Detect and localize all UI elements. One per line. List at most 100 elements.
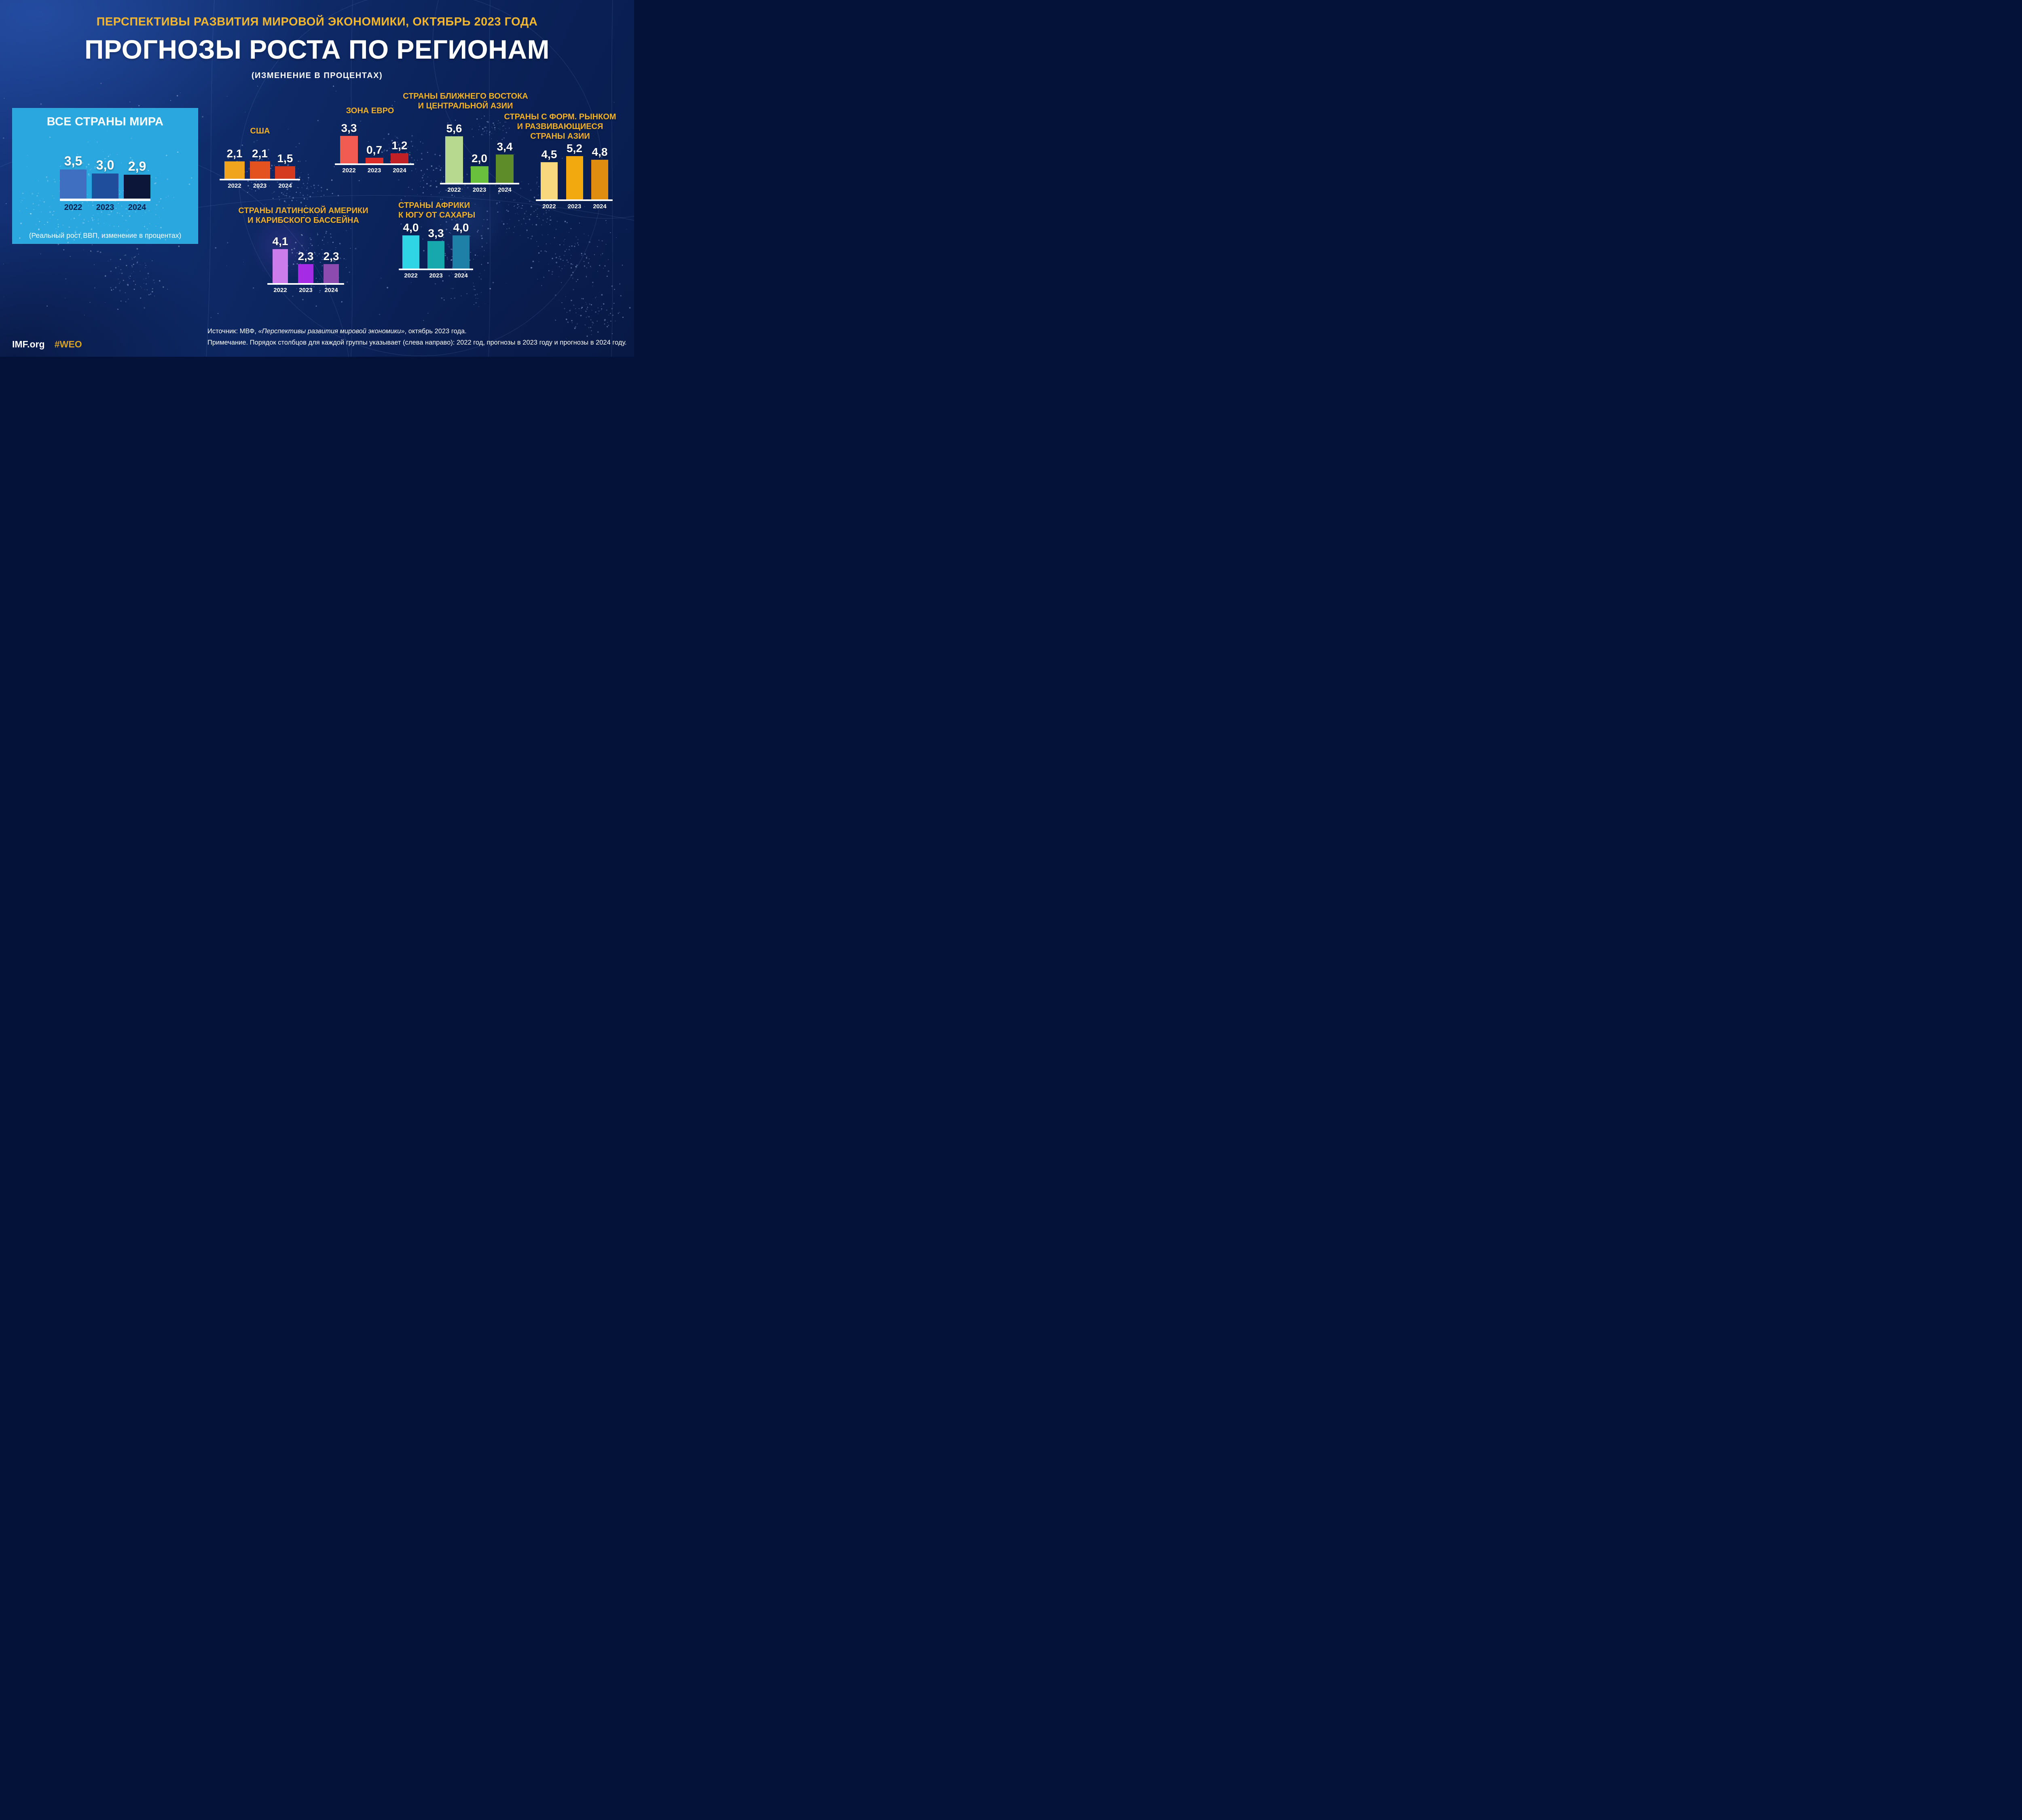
bar-group-2023: 3,3 (427, 222, 444, 269)
page-title: ПРОГНОЗЫ РОСТА ПО РЕГИОНАМ (85, 34, 550, 64)
world-panel: ВСЕ СТРАНЫ МИРА 3,5 3,0 2,9 2022 2023 20… (12, 108, 198, 244)
bar-group-2022: 5,6 (445, 123, 463, 183)
bar-value: 4,0 (453, 221, 469, 234)
bar-value: 3,0 (96, 158, 114, 172)
bar-value: 2,9 (128, 159, 146, 174)
bar-group-2024: 4,0 (453, 222, 470, 269)
chart-title: СТРАНЫ БЛИЖНЕГО ВОСТОКА И ЦЕНТРАЛЬНОЙ АЗ… (403, 92, 528, 110)
year-labels: 2022 2023 2024 (542, 203, 607, 210)
year-labels: 2022 2023 2024 (342, 167, 406, 174)
chart-title: США (250, 127, 270, 135)
bars: 4,0 3,3 4,0 (402, 222, 470, 269)
year-labels: 2022 2023 2024 (404, 272, 468, 279)
bar-2023 (566, 156, 583, 199)
page-subtitle: (ИЗМЕНЕНИЕ В ПРОЦЕНТАХ) (251, 71, 383, 80)
bar-group-2022: 3,3 (340, 123, 358, 163)
year-label: 2022 (64, 203, 82, 212)
bar-2023 (92, 174, 118, 199)
bar-2022 (340, 136, 358, 163)
bar-group-2023: 2,0 (470, 123, 489, 183)
axis-baseline (399, 269, 473, 270)
axis-baseline (335, 163, 414, 165)
bar-value: 2,1 (226, 147, 243, 160)
chart-sub-saharan-africa: СТРАНЫ АФРИКИ К ЮГУ ОТ САХАРЫ 4,0 3,3 4,… (398, 201, 475, 279)
bar-2023 (470, 166, 489, 183)
bar-2024 (496, 154, 514, 183)
bar-value: 3,5 (64, 154, 82, 168)
bar-value: 2,0 (472, 152, 487, 165)
imf-site-link[interactable]: IMF.org (12, 339, 45, 349)
bar-value: 2,1 (252, 147, 268, 160)
bar-2024 (275, 166, 295, 179)
bar-group-2023: 3,0 (92, 154, 118, 199)
bar-value: 3,4 (497, 140, 513, 153)
infographic-canvas: ПЕРСПЕКТИВЫ РАЗВИТИЯ МИРОВОЙ ЭКОНОМИКИ, … (0, 0, 634, 357)
note-line: Примечание. Порядок столбцов для каждой … (207, 339, 627, 346)
source-publication-title: «Перспективы развития мировой экономики» (258, 328, 405, 335)
chart-middle-east-central-asia: СТРАНЫ БЛИЖНЕГО ВОСТОКА И ЦЕНТРАЛЬНОЙ АЗ… (403, 91, 528, 193)
bar-value: 4,8 (592, 146, 608, 158)
bar-2022 (541, 162, 558, 199)
bar-group-2023: 2,1 (250, 148, 270, 179)
bar-value: 5,2 (567, 142, 582, 154)
weo-hashtag[interactable]: #WEO (54, 339, 82, 349)
axis-baseline (440, 183, 519, 184)
bar-group-2024: 3,4 (496, 123, 514, 183)
chart-emerging-developing-asia: СТРАНЫ С ФОРМ. РЫНКОМ И РАЗВИВАЮЩИЕСЯ СТ… (504, 112, 616, 210)
bar-value: 2,3 (298, 250, 314, 262)
bar-2024 (124, 175, 150, 199)
bar-group-2024: 1,2 (391, 123, 408, 163)
bar-2022 (402, 235, 419, 269)
bar-value: 0,7 (366, 144, 382, 156)
brand-footer: IMF.org #WEO (12, 339, 82, 350)
bar-group-2024: 4,8 (591, 143, 608, 199)
bar-group-2022: 4,5 (541, 143, 558, 199)
bar-2023 (298, 264, 313, 283)
bar-group-2023: 0,7 (365, 123, 383, 163)
bar-group-2024: 2,9 (124, 154, 150, 199)
bar-value: 4,5 (541, 148, 557, 161)
bar-value: 2,3 (323, 250, 339, 262)
axis-baseline (267, 283, 344, 285)
bar-group-2024: 2,3 (324, 236, 339, 283)
year-labels: 2022 2023 2024 (228, 182, 292, 189)
bars: 4,5 5,2 4,8 (541, 143, 608, 199)
bar-2022 (273, 249, 288, 283)
bar-2023 (427, 241, 444, 269)
bar-value: 3,3 (428, 227, 444, 239)
year-labels: 2022 2023 2024 (273, 287, 338, 294)
bar-group-2023: 2,3 (298, 236, 313, 283)
bar-2023 (365, 158, 383, 163)
world-panel-title: ВСЕ СТРАНЫ МИРА (47, 115, 164, 128)
bar-group-2022: 4,0 (402, 222, 419, 269)
year-labels: 2022 2023 2024 (60, 203, 198, 212)
chart-latin-america-caribbean: СТРАНЫ ЛАТИНСКОЙ АМЕРИКИ И КАРИБСКОГО БА… (238, 206, 368, 294)
chart-euro-area: ЗОНА ЕВРО 3,3 0,7 1,2 2022 2023 2024 (335, 106, 414, 174)
source-line: Источник: МВФ, «Перспективы развития мир… (207, 328, 467, 335)
bar-group-2022: 3,5 (60, 154, 87, 199)
bar-2022 (224, 161, 245, 179)
chart-title: СТРАНЫ С ФОРМ. РЫНКОМ И РАЗВИВАЮЩИЕСЯ СТ… (504, 112, 616, 141)
bar-2022 (60, 169, 87, 199)
bars: 2,1 2,1 1,5 (224, 148, 295, 179)
bar-2024 (591, 160, 608, 199)
axis-baseline (536, 199, 613, 201)
bar-2023 (250, 161, 270, 179)
report-kicker: ПЕРСПЕКТИВЫ РАЗВИТИЯ МИРОВОЙ ЭКОНОМИКИ, … (96, 15, 538, 28)
bar-group-2022: 2,1 (224, 148, 245, 179)
bar-value: 5,6 (446, 122, 462, 135)
year-label: 2023 (96, 203, 114, 212)
year-label: 2024 (128, 203, 146, 212)
bar-value: 1,5 (277, 152, 293, 165)
world-bars: 3,5 3,0 2,9 (60, 154, 150, 199)
year-labels: 2022 2023 2024 (447, 186, 512, 193)
bars: 3,3 0,7 1,2 (340, 123, 408, 163)
bar-group-2022: 4,1 (273, 236, 288, 283)
axis-baseline (220, 179, 300, 180)
bar-value: 3,3 (341, 122, 357, 134)
bar-2022 (445, 136, 463, 183)
bar-2024 (324, 264, 339, 283)
bar-group-2023: 5,2 (566, 143, 583, 199)
bar-value: 4,1 (272, 235, 288, 248)
chart-title: СТРАНЫ АФРИКИ К ЮГУ ОТ САХАРЫ (398, 201, 476, 220)
